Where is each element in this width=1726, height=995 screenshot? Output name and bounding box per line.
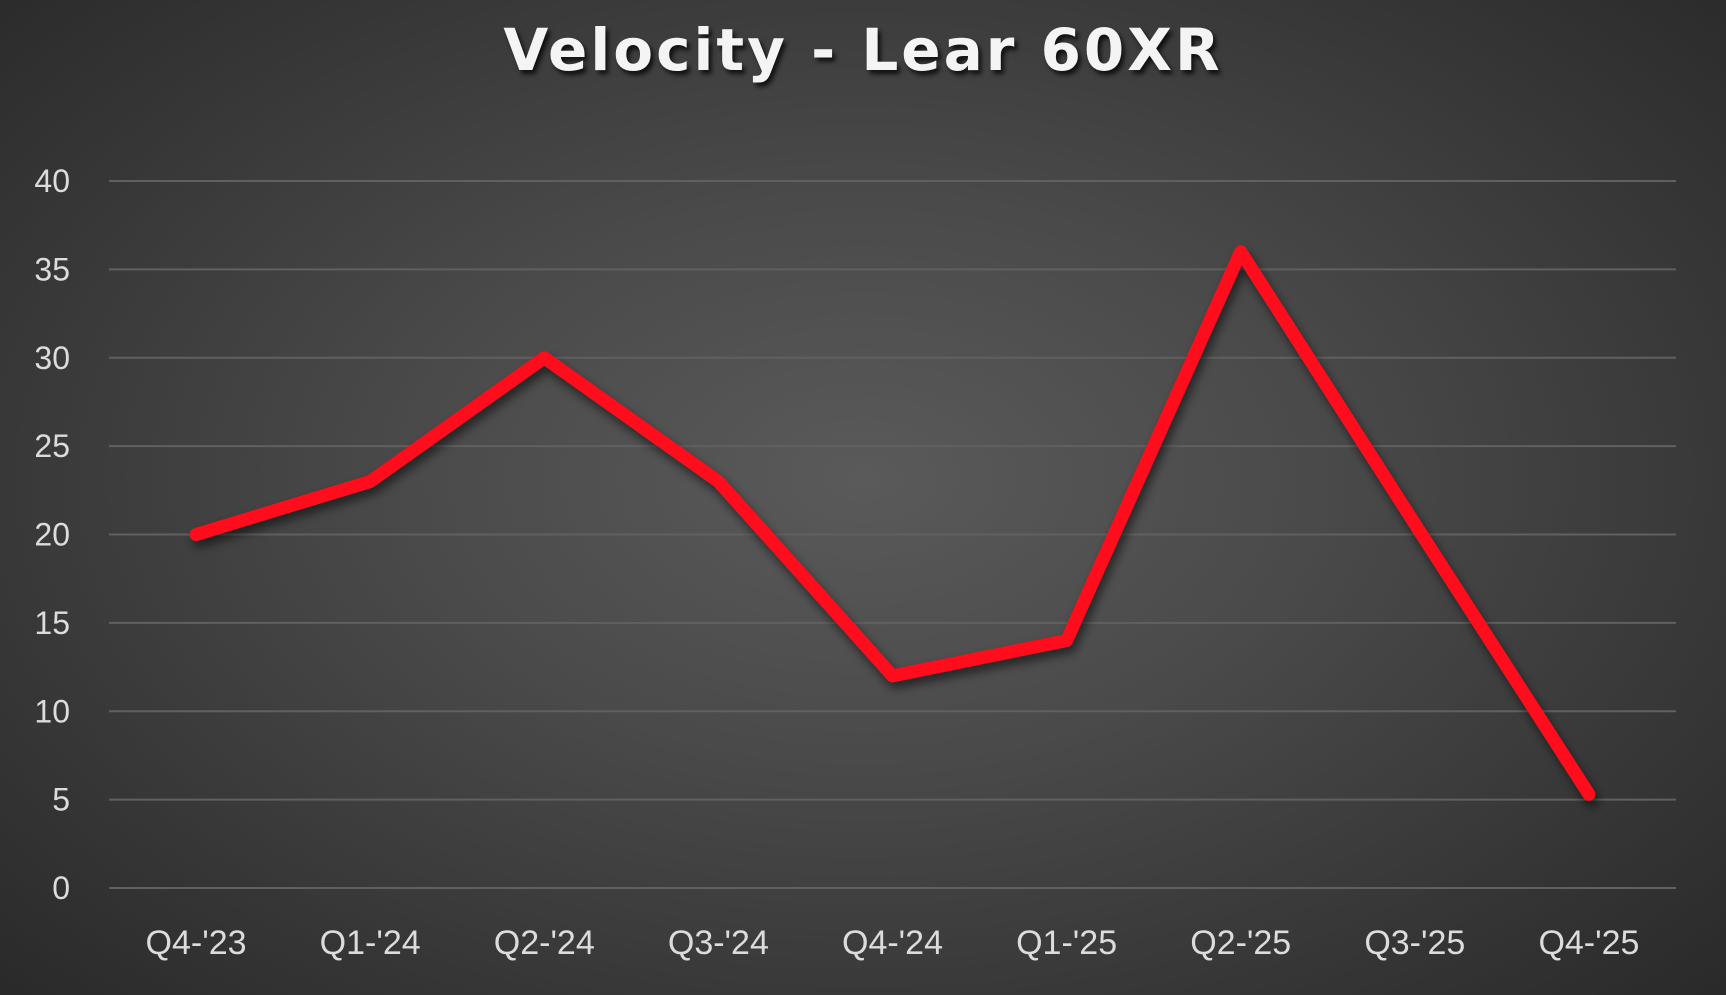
x-tick-label: Q2-'24 <box>494 924 595 962</box>
x-tick-label: Q3-'25 <box>1364 924 1465 962</box>
y-axis: 0 5 10 15 20 25 30 35 40 <box>34 163 70 906</box>
y-tick-label: 10 <box>34 693 70 729</box>
y-tick-label: 40 <box>34 163 70 199</box>
y-tick-label: 0 <box>52 870 70 906</box>
y-tick-label: 35 <box>34 251 70 287</box>
x-tick-label: Q2-'25 <box>1190 924 1291 962</box>
y-tick-label: 25 <box>34 428 70 464</box>
y-tick-label: 15 <box>34 605 70 641</box>
x-tick-label: Q4-'25 <box>1538 924 1639 962</box>
x-tick-label: Q1-'25 <box>1016 924 1117 962</box>
chart-title: Velocity - Lear 60XR <box>503 16 1223 84</box>
velocity-series-line <box>189 245 1596 801</box>
y-tick-label: 20 <box>34 517 70 553</box>
y-tick-label: 5 <box>52 782 70 818</box>
y-tick-label: 30 <box>34 340 70 376</box>
x-tick-label: Q4-'24 <box>842 924 943 962</box>
x-tick-label: Q4-'23 <box>146 924 247 962</box>
gridlines <box>109 180 1676 889</box>
x-tick-label: Q1-'24 <box>320 924 421 962</box>
x-tick-label: Q3-'24 <box>668 924 769 962</box>
x-axis: Q4-'23 Q1-'24 Q2-'24 Q3-'24 Q4-'24 Q1-'25 Q2-'… <box>146 924 1640 962</box>
